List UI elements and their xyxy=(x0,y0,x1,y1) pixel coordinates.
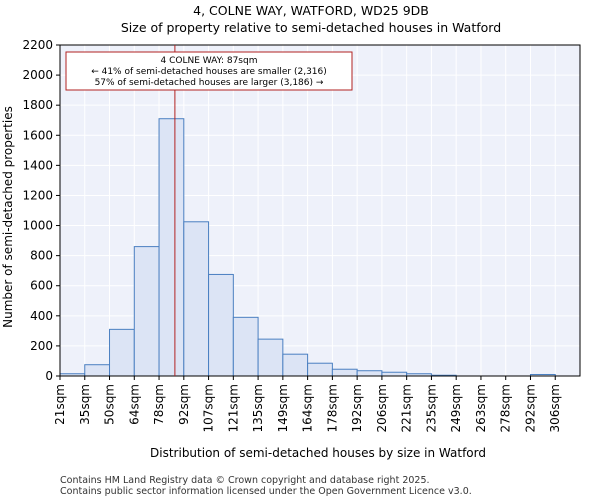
x-tick-label: 21sqm xyxy=(53,384,67,425)
x-tick-label: 121sqm xyxy=(226,384,240,432)
x-tick-label: 221sqm xyxy=(400,384,414,432)
y-tick-label: 600 xyxy=(30,279,53,293)
y-tick-label: 800 xyxy=(30,249,53,263)
bar-121sqm xyxy=(232,316,259,377)
bar-135sqm xyxy=(257,338,284,377)
x-tick-label: 107sqm xyxy=(202,384,216,432)
bar-35sqm xyxy=(84,364,111,377)
x-tick-label: 249sqm xyxy=(449,384,463,432)
y-tick-label: 0 xyxy=(45,369,53,383)
x-tick-label: 292sqm xyxy=(523,384,537,432)
bar-64sqm xyxy=(133,246,160,377)
y-axis: 0 200 400 600 800 1000 1200 1400 1600 1800 2000 220… xyxy=(22,38,60,383)
y-tick-label: 2000 xyxy=(22,68,53,82)
annotation-box: 4 COLNE WAY: 87sqm ← 41% of semi-detache… xyxy=(65,51,353,91)
y-tick-label: 200 xyxy=(30,339,53,353)
bar-50sqm xyxy=(109,328,135,377)
x-tick-label: 178sqm xyxy=(325,384,339,432)
y-tick-label: 400 xyxy=(30,309,53,323)
bar-178sqm xyxy=(331,368,358,377)
bars xyxy=(59,118,556,377)
x-tick-label: 192sqm xyxy=(350,384,364,432)
x-tick-label: 206sqm xyxy=(375,384,389,432)
footer-line-2: Contains public sector information licen… xyxy=(60,486,472,497)
x-tick-label: 306sqm xyxy=(548,384,562,432)
x-tick-label: 278sqm xyxy=(499,384,513,432)
bar-206sqm xyxy=(381,371,408,377)
bar-149sqm xyxy=(282,353,309,377)
y-tick-label: 1000 xyxy=(22,219,53,233)
y-axis-label: Number of semi-detached properties xyxy=(1,106,15,328)
x-tick-label: 149sqm xyxy=(276,384,290,432)
bar-78sqm xyxy=(158,118,185,377)
footer-line-1: Contains HM Land Registry data © Crown c… xyxy=(60,475,430,486)
chart-title: 4, COLNE WAY, WATFORD, WD25 9DB xyxy=(193,3,429,18)
y-tick-label: 1200 xyxy=(22,188,53,202)
x-tick-label: 92sqm xyxy=(177,384,191,425)
y-tick-label: 2200 xyxy=(22,38,53,52)
annotation-line-1: 4 COLNE WAY: 87sqm xyxy=(161,56,258,66)
x-tick-label: 64sqm xyxy=(127,384,141,425)
x-tick-label: 263sqm xyxy=(474,384,488,432)
x-tick-label: 164sqm xyxy=(301,384,315,432)
y-tick-label: 1400 xyxy=(22,158,53,172)
bar-107sqm xyxy=(208,273,234,377)
x-axis-label: Distribution of semi-detached houses by … xyxy=(150,446,486,460)
x-tick-label: 135sqm xyxy=(251,384,265,432)
x-axis: 21sqm 35sqm 50sqm 64sqm 78sqm 92sqm 107sqm 121s… xyxy=(53,376,562,432)
bar-92sqm xyxy=(183,221,210,377)
x-tick-label: 35sqm xyxy=(78,384,92,425)
annotation-line-2: ← 41% of semi-detached houses are smalle… xyxy=(91,67,327,77)
bar-164sqm xyxy=(307,362,333,377)
y-tick-label: 1800 xyxy=(22,98,53,112)
annotation-line-3: 57% of semi-detached houses are larger (… xyxy=(95,78,324,88)
x-tick-label: 50sqm xyxy=(103,384,117,425)
y-tick-label: 1600 xyxy=(22,128,53,142)
x-tick-label: 78sqm xyxy=(152,384,166,425)
plot-frame xyxy=(59,44,581,377)
x-tick-label: 235sqm xyxy=(424,384,438,432)
chart-subtitle: Size of property relative to semi-detach… xyxy=(121,20,501,35)
bar-192sqm xyxy=(356,370,383,377)
